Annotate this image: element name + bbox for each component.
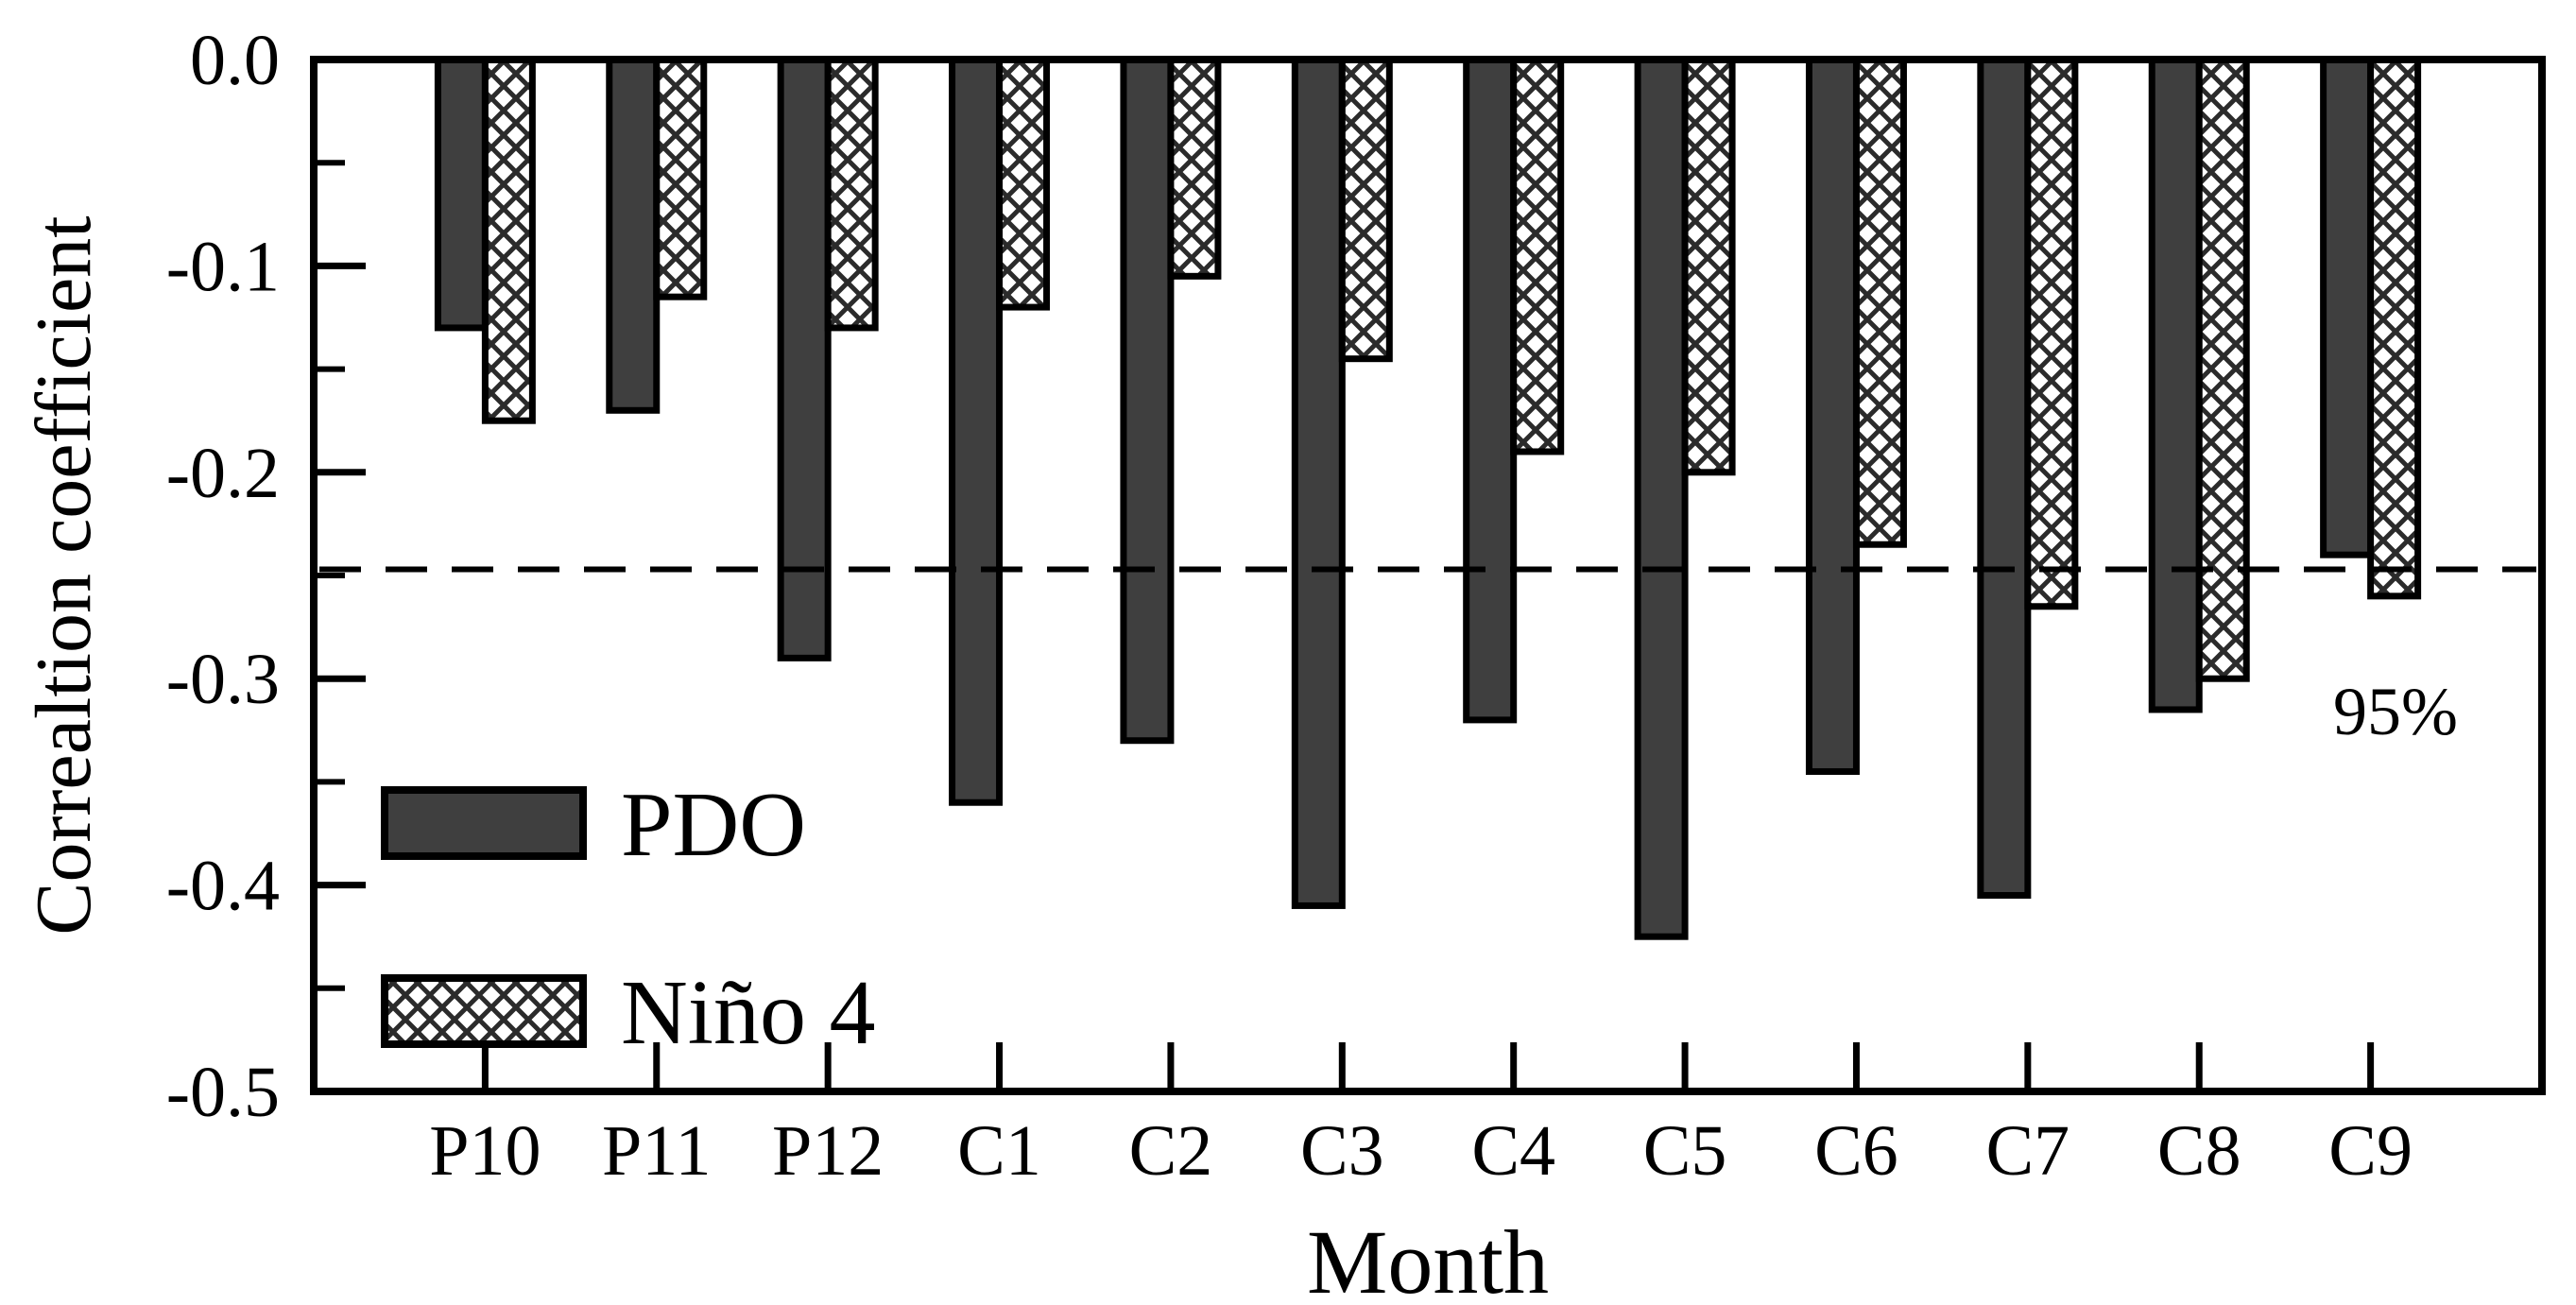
bar-pdo-C5	[1634, 56, 1689, 940]
bar-pdo-C9	[2320, 56, 2375, 558]
x-tick-label-P10: P10	[429, 1111, 541, 1191]
legend-label-nino4: Niño 4	[621, 962, 876, 1064]
bar-nino4-C2	[1167, 56, 1222, 280]
axes-group	[310, 56, 2546, 1095]
bar-pdo-C7	[1977, 56, 2032, 900]
bar-pdo-C8	[2148, 56, 2203, 713]
bar-nino4-P11	[653, 56, 708, 300]
bar-nino4-P12	[824, 56, 879, 332]
y-tick-label: -0.5	[166, 1053, 280, 1132]
bar-pdo-C3	[1291, 56, 1346, 909]
x-tick-label-C9: C9	[2328, 1111, 2413, 1191]
y-tick-label: 0.0	[190, 21, 280, 100]
bar-nino4-C6	[1852, 56, 1907, 548]
significance-label: 95%	[2333, 674, 2458, 749]
plot-frame	[310, 56, 2546, 1095]
y-tick-label: -0.3	[166, 640, 280, 719]
x-tick-label-C1: C1	[957, 1111, 1041, 1191]
bar-nino4-C3	[1338, 56, 1393, 363]
tick-labels-group: P10 P11 P12 C1 C2 C3 C4 C5 C6 C7 C8 C9 0.0 -0.1 -0.2 -0…	[166, 21, 2413, 1191]
bar-nino4-C4	[1510, 56, 1565, 455]
legend-swatch-pdo	[381, 786, 587, 860]
bar-nino4-C7	[2024, 56, 2079, 610]
bar-pdo-C2	[1120, 56, 1175, 745]
x-tick-label-C6: C6	[1814, 1111, 1898, 1191]
bar-pdo-P10	[434, 56, 489, 332]
x-tick-label-P11: P11	[602, 1111, 711, 1191]
x-axis-title: Month	[1307, 1211, 1549, 1305]
legend-swatch-nino4	[381, 974, 587, 1048]
bar-pdo-P11	[606, 56, 661, 414]
bar-nino4-C9	[2367, 56, 2422, 600]
x-tick-label-C5: C5	[1643, 1111, 1727, 1191]
y-tick-label: -0.4	[166, 847, 280, 926]
x-tick-label-C2: C2	[1129, 1111, 1213, 1191]
x-tick-label-C4: C4	[1471, 1111, 1555, 1191]
x-tick-label-C3: C3	[1300, 1111, 1384, 1191]
y-tick-label: -0.1	[166, 227, 280, 306]
bar-pdo-C4	[1463, 56, 1518, 724]
x-tick-label-C7: C7	[1985, 1111, 2069, 1191]
x-tick-label-C8: C8	[2157, 1111, 2241, 1191]
legend-label-pdo: PDO	[621, 774, 806, 876]
bar-nino4-C8	[2195, 56, 2250, 682]
bar-nino4-C1	[996, 56, 1051, 311]
bar-nino4-C5	[1681, 56, 1736, 476]
x-tick-label-P12: P12	[772, 1111, 884, 1191]
bar-pdo-C1	[949, 56, 1004, 806]
bar-nino4-P10	[481, 56, 536, 424]
y-tick-label: -0.2	[166, 434, 280, 513]
bar-pdo-C6	[1805, 56, 1860, 775]
y-axis-title: Correaltion coefficient	[20, 215, 108, 935]
legend: PDO Niño 4	[381, 774, 876, 1064]
